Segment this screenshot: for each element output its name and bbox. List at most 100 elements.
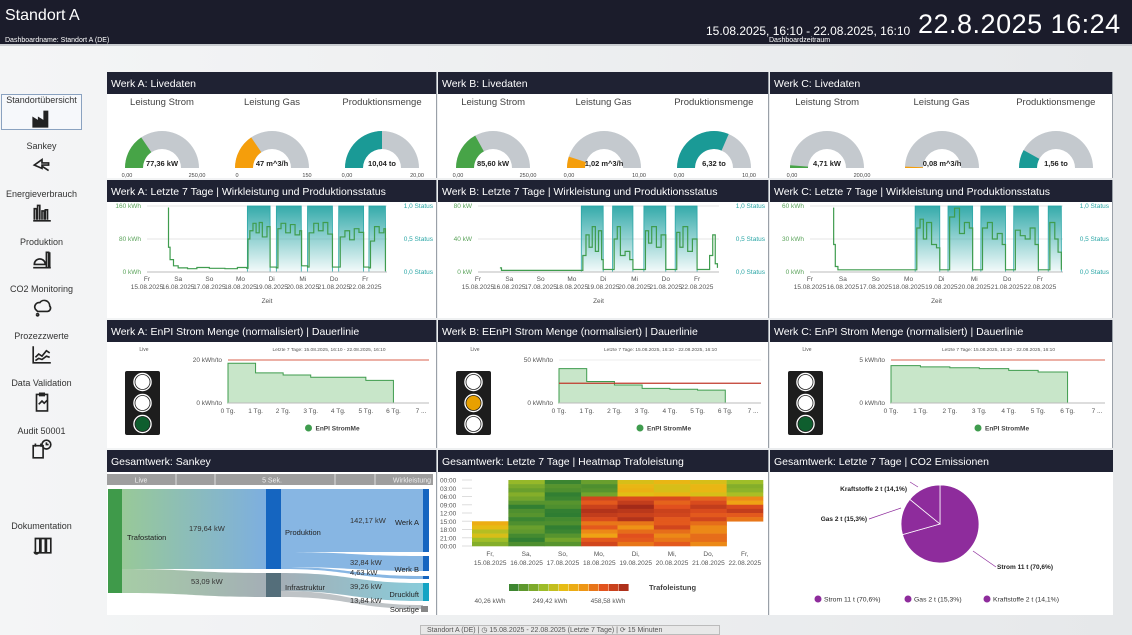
x-tick-day: Do,: [703, 551, 713, 558]
x-tick-date: 16.08.2025: [827, 284, 860, 291]
node-produktion[interactable]: [266, 489, 281, 569]
dashboard-date-range[interactable]: 15.08.2025, 16:10 - 22.08.2025, 16:10: [706, 24, 911, 38]
heatmap-cell: [544, 541, 582, 547]
panel-body: Leistung Strom 4,71 kW 0,00 200,00 Leistung …: [770, 94, 1112, 178]
heatmap-cell: [581, 480, 618, 485]
x-tick-date: 16.08.2025: [162, 284, 195, 291]
heatmap-cell: [508, 488, 546, 493]
gauge-value: 0,08 m^3/h: [922, 159, 961, 168]
flow-produktion-werk-c[interactable]: [281, 567, 423, 579]
heatmap-cell: [617, 521, 655, 526]
x-tick-date: 18.08.2025: [556, 284, 589, 291]
gauge-title: Leistung Gas: [575, 97, 632, 108]
heatmap-cell: [617, 517, 655, 522]
heatmap-cell: [581, 500, 618, 506]
y-tick-label: 0 kWh/to: [196, 400, 222, 407]
binders-icon: [32, 537, 52, 555]
x-tick-day: So: [537, 276, 545, 283]
x-tick-label: 5 Tg.: [1031, 408, 1046, 415]
heatmap-cell: [581, 521, 618, 526]
node-werk-b[interactable]: [423, 556, 429, 571]
x-tick-day: Do: [330, 276, 339, 283]
flow-produktion-werk-a[interactable]: [281, 489, 423, 552]
sidebar-item-prozezzwerte[interactable]: Prozezzwerte: [1, 331, 82, 367]
gauge: 1,02 m^3/h 0,00 10,00: [563, 131, 645, 178]
heatmap-cell: [690, 521, 727, 526]
gauge-fill: [566, 156, 586, 168]
heatmap-cell: [653, 537, 691, 543]
node-druckluft[interactable]: [423, 583, 429, 601]
flow-trafo-infrastruktur[interactable]: [122, 569, 266, 597]
clock: 22.8.2025 16:24: [918, 9, 1121, 39]
sidebar-item-co2-monitoring[interactable]: CO2 Monitoring: [1, 284, 82, 320]
flow-infrastruktur-sonstige[interactable]: [281, 591, 423, 609]
heatmap-cell: [508, 500, 546, 506]
traffic-light-lamp: [464, 393, 483, 413]
heatmap-cell: [581, 517, 618, 522]
factory-icon: [31, 110, 48, 128]
sidebar-item-sankey[interactable]: Sankey: [1, 141, 82, 177]
node-infrastruktur[interactable]: [266, 573, 281, 597]
x-tick-day: Do: [662, 276, 671, 283]
x-tick-date: 19.08.2025: [619, 560, 652, 567]
flow-infrastruktur-druckluft[interactable]: [281, 573, 423, 601]
heatmap-cell: [690, 480, 727, 485]
x-tick-date: 18.08.2025: [583, 560, 616, 567]
x-tick-day: Fr,: [741, 551, 749, 558]
legend-marker: [636, 424, 644, 432]
x-tick-day: Sa: [174, 276, 182, 283]
sidebar-item-data-validation[interactable]: Data Validation: [1, 378, 82, 414]
x-tick-label: 3 Tg.: [635, 408, 650, 415]
heatmap-cell: [508, 521, 546, 526]
sidebar-item-dokumentation[interactable]: Dokumentation: [1, 521, 82, 557]
heatmap-cell: [690, 533, 727, 539]
x-tick-day: So,: [558, 551, 568, 558]
x-tick-day: Mi: [971, 276, 978, 283]
y-tick-label: 0 kWh: [123, 269, 142, 276]
gauge-min: 0,00: [673, 173, 684, 178]
heatmap-cell: [544, 484, 582, 489]
heatmap-cell: [653, 500, 691, 506]
heatmap-cell: [544, 500, 582, 506]
sidebar-item-audit-50001[interactable]: Audit 50001: [1, 426, 82, 462]
enpi-area: [890, 365, 1069, 404]
heatmap-cell: [617, 508, 655, 514]
pie-data-label: Gas 2 t (15,3%): [821, 516, 867, 523]
gauge-max: 20,00: [410, 173, 424, 178]
traffic-light-lamp: [133, 414, 152, 434]
sidebar-item-energieverbrauch[interactable]: Energieverbrauch: [1, 189, 82, 225]
sidebar-item-produktion[interactable]: Produktion: [1, 237, 82, 273]
timeseries-chart: 0 kWh 0,0 Status 80 kWh 0,5 Status 160 kWh 1,…: [115, 203, 433, 305]
node-sonstige[interactable]: [421, 606, 428, 612]
flow-produktion-werk-b[interactable]: [281, 552, 423, 571]
legend-swatch: [509, 584, 519, 591]
sidebar-item-standort-bersicht[interactable]: Standortübersicht: [1, 94, 82, 130]
heatmap-cell: [508, 508, 546, 514]
panel-title: Werk C: Livedaten: [770, 72, 1112, 94]
pie-slice-kraftstoffe[interactable]: [909, 484, 941, 525]
flow-trafo-produktion[interactable]: [122, 489, 266, 569]
heatmap-cell: [508, 517, 546, 522]
node-werk-a[interactable]: [423, 489, 429, 552]
y-tick-label: 0 kWh: [786, 269, 805, 276]
heatmap-cell: [581, 496, 618, 501]
live-panel-2: Werk C: Livedaten Leistung Strom 4,71 kW 0,…: [770, 72, 1113, 178]
heatmap-cell: [726, 513, 764, 518]
y2-tick-label: 1,0 Status: [736, 203, 766, 210]
traffic-light: [788, 371, 823, 435]
power-series: [833, 207, 1062, 271]
y-tick-label: 160 kWh: [115, 203, 141, 210]
heatmap-cell: [617, 525, 655, 530]
pie-slice-strom[interactable]: [901, 484, 980, 564]
node-werk-c[interactable]: [423, 576, 429, 579]
heatmap-cell: [690, 484, 727, 489]
heatmap-cell: [653, 480, 691, 485]
heatmap-cell: [544, 480, 582, 485]
node-trafostation[interactable]: [108, 489, 122, 593]
status-on-block: [246, 205, 271, 273]
x-tick-day: Sa,: [522, 551, 532, 558]
y2-tick-label: 1,0 Status: [1080, 203, 1110, 210]
heatmap-cell: [653, 525, 691, 530]
legend-swatch: [539, 584, 549, 591]
x-tick-date: 15.08.2025: [462, 284, 495, 291]
